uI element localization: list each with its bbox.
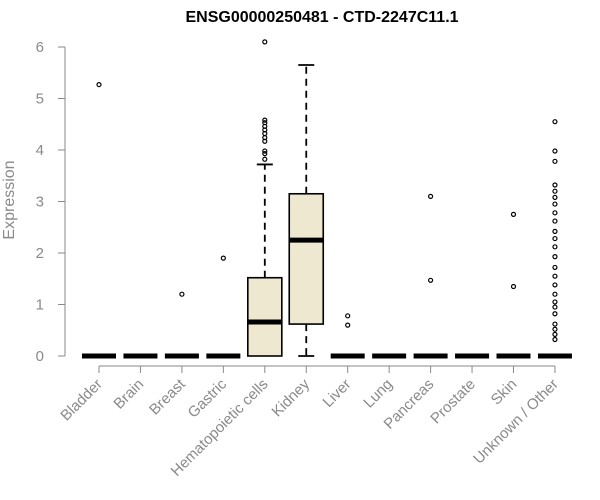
chart-title: ENSG00000250481 - CTD-2247C11.1 (185, 9, 458, 26)
outlier-point (552, 326, 558, 332)
outlier-point (220, 255, 226, 261)
outlier-point (345, 313, 351, 319)
box-unknown-other (537, 119, 572, 359)
x-tick-label: Kidney (269, 375, 314, 420)
x-tick-label: Lung (360, 376, 396, 412)
y-tick-label: 4 (36, 142, 44, 159)
box-skin (496, 211, 531, 359)
outlier-point (510, 211, 517, 217)
outlier-point (552, 299, 558, 305)
y-axis-label: Expression (1, 160, 18, 239)
outlier-point (552, 158, 558, 164)
outlier-point (552, 291, 558, 297)
x-tick-label: Prostate (427, 376, 479, 428)
outlier-point (552, 273, 558, 279)
outlier-point (345, 322, 351, 328)
x-tick-label: Breast (146, 375, 189, 418)
outlier-point (552, 194, 558, 200)
outlier-point (552, 210, 558, 216)
box-liver (330, 313, 365, 359)
plot-area (82, 39, 572, 359)
outlier-point (96, 81, 102, 88)
outlier-point (552, 331, 558, 337)
outlier-point (179, 291, 185, 297)
y-tick-label: 5 (36, 91, 44, 108)
outlier-point (552, 119, 558, 125)
y-axis: 0 1 2 3 4 5 6 (36, 39, 66, 365)
outlier-point (262, 156, 268, 162)
outlier-point (510, 283, 517, 290)
outlier-point (262, 120, 268, 126)
x-tick-label: Bladder (57, 376, 106, 425)
outlier-point (552, 244, 558, 250)
outlier-point (262, 39, 268, 45)
box-bladder (82, 81, 116, 359)
y-tick-label: 0 (36, 348, 44, 365)
outlier-point (552, 282, 558, 288)
outlier-point (552, 336, 558, 343)
outlier-point (552, 148, 558, 154)
outlier-point (552, 201, 558, 207)
outlier-point (552, 311, 558, 317)
outlier-point (262, 148, 268, 154)
box-gastric (206, 255, 241, 359)
outlier-point (552, 228, 558, 234)
outlier-point (428, 277, 434, 283)
outlier-point (428, 193, 434, 199)
outlier-point (262, 117, 268, 123)
y-tick-label: 3 (36, 194, 44, 211)
x-tick-label: Liver (320, 376, 355, 411)
iqr-box (247, 276, 283, 357)
outlier-point (552, 182, 558, 188)
x-tick-label: Skin (488, 376, 521, 409)
iqr-box (288, 192, 325, 325)
outlier-point (552, 304, 558, 310)
box-hematopoietic-cells (247, 39, 283, 357)
box-kidney (288, 64, 325, 357)
outlier-point (552, 235, 558, 242)
outlier-point (552, 264, 558, 271)
box-pancreas (413, 193, 448, 359)
outlier-point (552, 188, 558, 194)
y-tick-label: 1 (36, 297, 44, 314)
x-tick-label: Brain (110, 376, 147, 413)
outlier-point (552, 321, 558, 327)
outlier-point (262, 151, 268, 157)
outlier-point (552, 254, 558, 260)
outlier-point (552, 218, 558, 224)
y-tick-label: 2 (36, 245, 44, 262)
box-breast (164, 291, 199, 359)
y-tick-label: 6 (36, 39, 44, 56)
